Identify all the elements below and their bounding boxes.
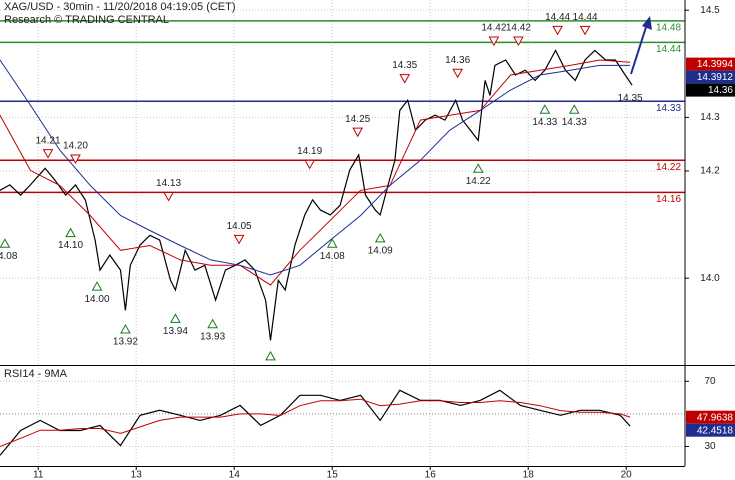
low-marker: [65, 227, 76, 238]
low-marker: [326, 238, 338, 248]
forecast-arrow: [630, 23, 648, 75]
x-tick-label: 15: [327, 470, 339, 480]
y-tick-label: 30: [704, 441, 716, 452]
marker-label: 14.21: [36, 135, 61, 146]
low-marker: [265, 350, 276, 361]
high-marker: [70, 154, 81, 164]
series-line: [0, 59, 631, 286]
marker-label: 14.09: [368, 246, 393, 257]
last-value-label: 14.3912: [697, 72, 734, 83]
y-tick-label: 14.0: [700, 273, 720, 284]
x-tick-label: 14: [229, 470, 241, 480]
marker-label: 14.35: [392, 60, 417, 71]
low-marker: [207, 318, 219, 329]
marker-label: 14.22: [466, 176, 491, 187]
high-marker: [163, 191, 174, 202]
x-tick-label: 20: [621, 470, 633, 480]
rsi-title: RSI14 - 9MA: [4, 368, 68, 380]
level-label: 14.48: [656, 23, 681, 34]
marker-label: 14.25: [345, 114, 370, 125]
low-marker: [0, 238, 11, 248]
last-value-box: [686, 57, 735, 71]
marker-label: 14.10: [58, 240, 83, 251]
low-marker: [120, 324, 131, 334]
last-value-label: 14.3994: [697, 59, 734, 70]
level-label: 14.22: [656, 162, 681, 173]
last-value-box: [686, 410, 735, 424]
marker-label: 14.35: [618, 93, 643, 104]
marker-label: 14.42: [506, 23, 531, 34]
high-marker: [579, 25, 591, 36]
marker-label: 14.19: [297, 146, 322, 157]
level-label: 14.44: [656, 44, 681, 55]
marker-label: 13.92: [113, 337, 138, 348]
series-line: [0, 389, 631, 456]
high-marker: [399, 74, 411, 84]
marker-label: 13.94: [163, 326, 188, 337]
marker-label: 14.00: [85, 294, 110, 305]
last-value-label: 47.9638: [697, 412, 734, 423]
marker-label: 14.08: [320, 251, 345, 262]
x-tick-label: 13: [131, 470, 143, 480]
marker-label: 14.44: [545, 12, 570, 23]
last-value-box: [686, 83, 735, 97]
marker-label: 14.20: [63, 141, 88, 152]
series-line: [0, 59, 631, 276]
chart-title: XAG/USD - 30min - 11/20/2018 04:19:05 (C…: [4, 1, 236, 13]
marker-label: 14.44: [573, 12, 598, 23]
marker-label: 14.36: [445, 55, 470, 66]
y-tick-label: 14.5: [700, 5, 720, 16]
marker-label: 14.33: [532, 117, 557, 128]
forecast-arrowhead: [642, 16, 652, 30]
high-marker: [304, 159, 316, 170]
grid-layer: [0, 0, 685, 466]
marker-label: 14.05: [227, 221, 252, 232]
high-marker: [233, 234, 245, 245]
last-value-label: 14.36: [708, 85, 733, 96]
series-line: [0, 398, 631, 447]
low-marker: [91, 281, 103, 291]
low-marker: [374, 232, 386, 243]
last-value-label: 42.4518: [697, 425, 734, 436]
x-tick-label: 11: [33, 470, 44, 480]
marker-label: 14.42: [481, 23, 506, 34]
last-value-box: [686, 70, 735, 84]
high-marker: [552, 25, 563, 36]
marker-label: 14.13: [156, 178, 181, 189]
y-tick-label: 14.3: [700, 112, 720, 123]
low-marker: [170, 313, 181, 323]
level-label: 14.16: [656, 194, 681, 205]
marker-label: 14.33: [562, 117, 587, 128]
marker-label: 14.08: [0, 251, 18, 262]
marker-label: 13.93: [200, 331, 225, 342]
high-marker: [42, 149, 54, 159]
high-marker: [452, 68, 464, 79]
low-marker: [472, 163, 484, 173]
high-marker: [352, 127, 364, 138]
x-tick-label: 18: [523, 470, 535, 480]
data-layer: [0, 49, 633, 456]
high-marker: [513, 36, 524, 47]
high-marker: [488, 36, 500, 47]
level-label: 14.33: [656, 103, 681, 114]
low-marker: [568, 104, 580, 114]
y-tick-label: 70: [704, 376, 716, 387]
last-value-box: [686, 423, 735, 437]
chart-subtitle: Research © TRADING CENTRAL: [4, 14, 169, 26]
y-tick-label: 14.2: [700, 166, 720, 177]
low-marker: [539, 104, 551, 114]
x-tick-label: 16: [425, 470, 437, 480]
